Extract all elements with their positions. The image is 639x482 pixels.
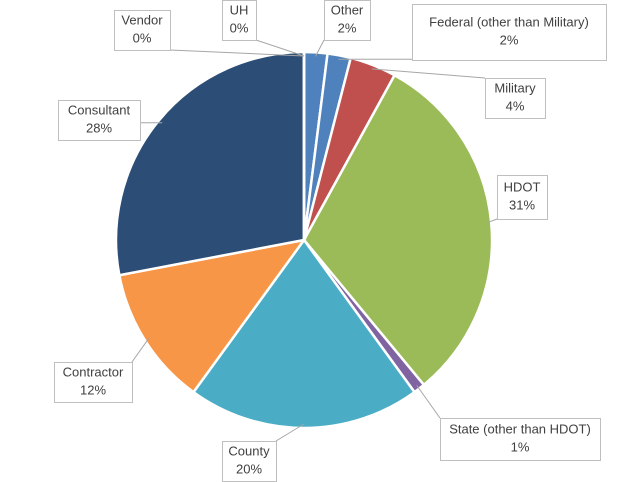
label-box: [412, 4, 607, 61]
category-label: Federal (other than Military): [429, 14, 589, 29]
category-label: UH: [230, 2, 249, 17]
leader-line: [416, 385, 441, 419]
leader-line: [275, 423, 305, 442]
leader-line: [315, 39, 325, 57]
leader-line: [169, 49, 305, 57]
category-label: County: [228, 443, 270, 458]
value-label: 1%: [511, 439, 530, 454]
category-label: HDOT: [504, 179, 541, 194]
category-label: Consultant: [68, 102, 131, 117]
label-box: [114, 10, 171, 51]
value-label: 2%: [338, 20, 357, 35]
label-box: [440, 418, 601, 461]
value-label: 0%: [133, 30, 152, 45]
value-label: 0%: [230, 20, 249, 35]
value-label: 2%: [500, 32, 519, 47]
label-box: [497, 175, 548, 220]
leader-line: [255, 39, 305, 57]
category-label: Vendor: [121, 12, 163, 27]
value-label: 31%: [509, 197, 535, 212]
leader-line: [487, 218, 498, 224]
label-box: [54, 362, 133, 403]
label-box: [324, 0, 371, 41]
category-label: State (other than HDOT): [449, 421, 591, 436]
leader-line: [131, 338, 150, 363]
pie-slice: [117, 238, 307, 394]
label-box: [485, 78, 546, 119]
value-label: 20%: [236, 461, 262, 476]
pie-slice: [191, 237, 417, 430]
label-box: [58, 100, 141, 141]
slices: [114, 50, 494, 430]
pie-slice: [302, 73, 494, 387]
leader-line: [371, 68, 486, 79]
category-label: Other: [331, 2, 364, 17]
category-label: Contractor: [63, 364, 124, 379]
value-label: 28%: [86, 120, 112, 135]
label-box: [222, 441, 277, 482]
category-label: Military: [494, 80, 536, 95]
label-box: [222, 0, 257, 41]
value-label: 12%: [80, 382, 106, 397]
labels: Other 2% Federal (other than Military) 2% Mi…: [54, 0, 607, 482]
pie-slice: [114, 50, 306, 277]
value-label: 4%: [506, 98, 525, 113]
